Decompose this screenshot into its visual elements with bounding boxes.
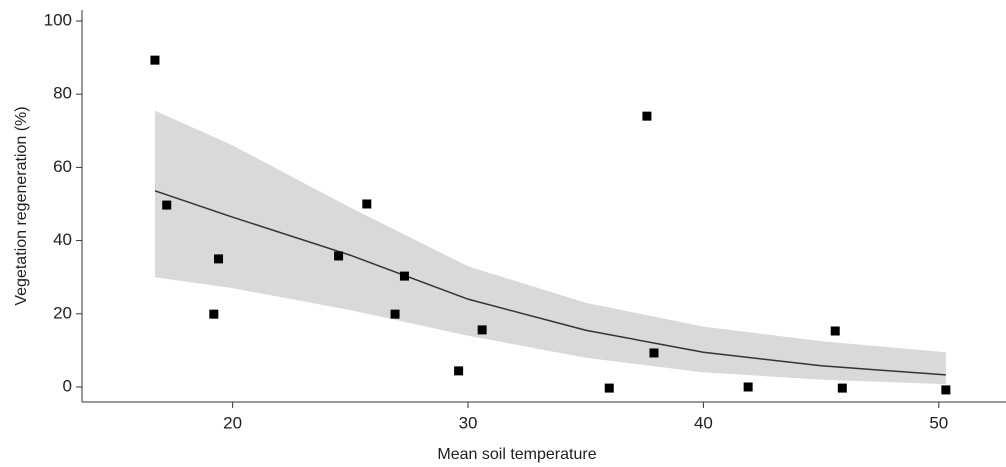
y-axis-label: Vegetation regeneration (%) [13,106,30,305]
data-point [837,383,847,393]
data-point [214,254,224,264]
data-point [830,326,840,336]
data-point [390,309,400,319]
fit-line [154,190,946,376]
y-tick-label: 40 [53,230,72,249]
confidence-band [154,110,946,385]
data-point [477,325,487,335]
x-tick-label: 20 [223,413,242,432]
data-point [604,383,614,393]
y-tick-label: 60 [53,157,72,176]
x-axis-label: Mean soil temperature [437,446,596,463]
data-point [399,271,409,281]
data-point [454,366,464,376]
data-point [162,200,172,210]
data-point [150,55,160,65]
y-tick-label: 20 [53,303,72,322]
data-point [743,382,753,392]
data-point [334,251,344,261]
y-tick-label: 0 [63,376,72,395]
x-tick-label: 50 [929,413,948,432]
data-point [209,309,219,319]
data-point [362,199,372,209]
x-tick-label: 40 [694,413,713,432]
data-point [941,385,951,395]
y-tick-label: 100 [44,10,72,29]
y-tick-label: 80 [53,84,72,103]
data-point [642,111,652,121]
x-tick-label: 30 [459,413,478,432]
data-point [649,348,659,358]
